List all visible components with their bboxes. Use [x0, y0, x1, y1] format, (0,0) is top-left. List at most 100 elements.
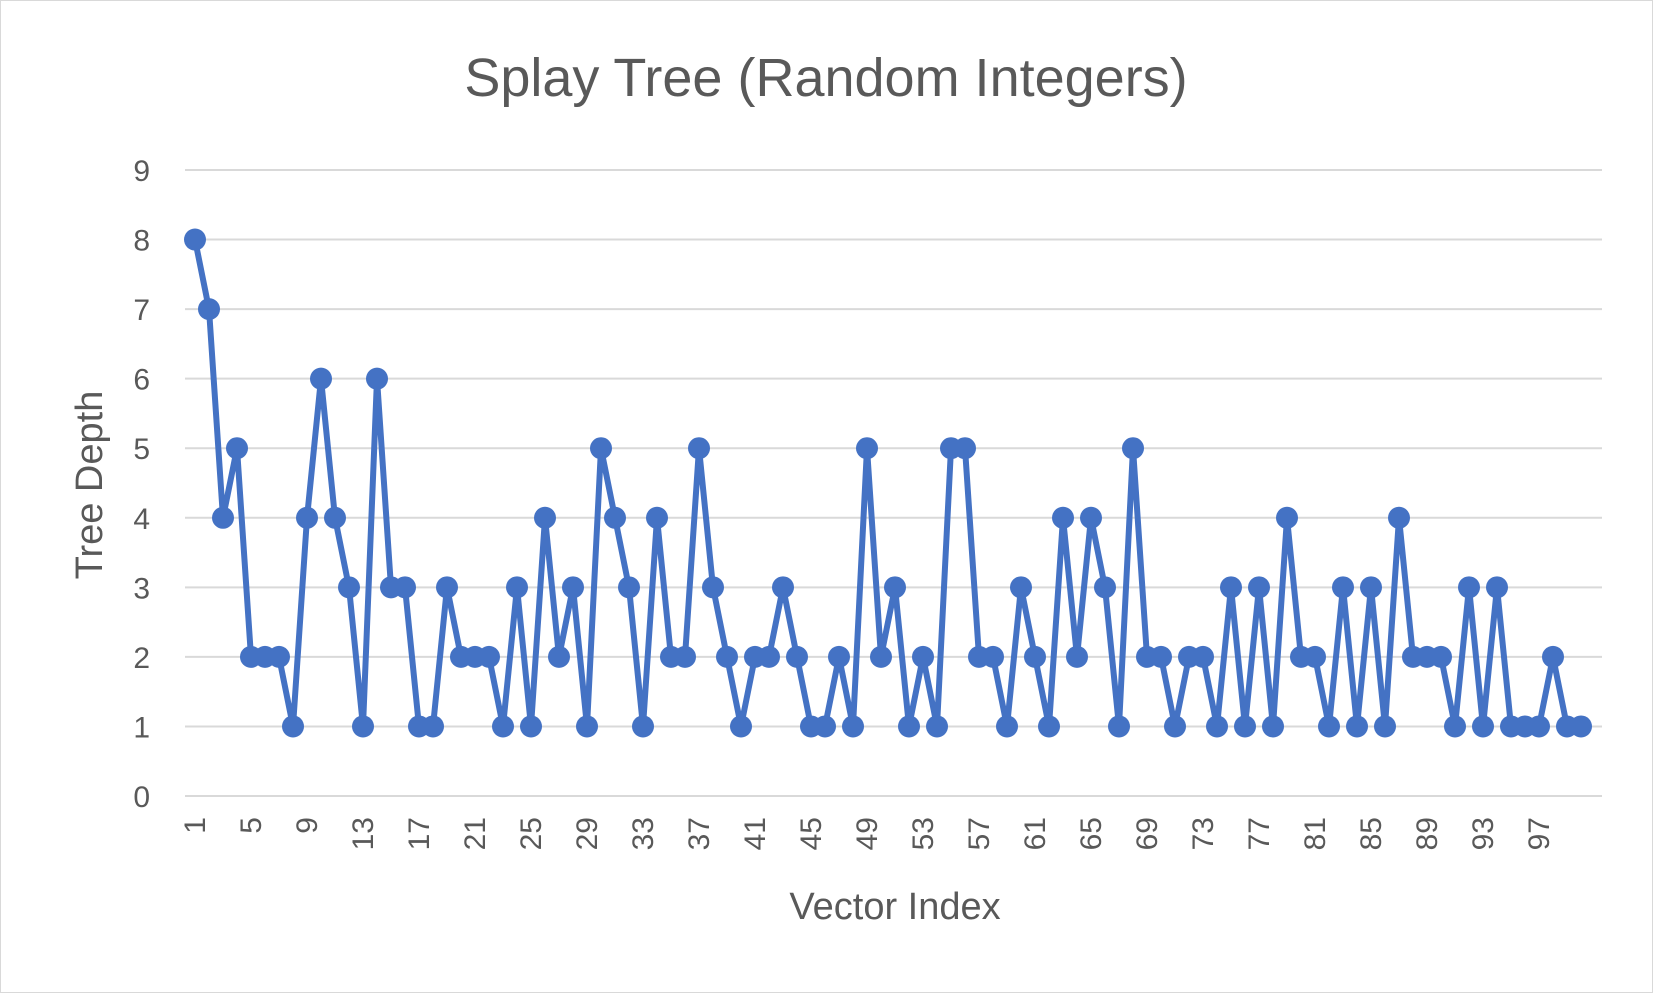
- data-point-67: [1108, 715, 1130, 738]
- data-point-53: [912, 645, 934, 668]
- data-point-37: [688, 437, 710, 460]
- x-tick-label: 69: [1131, 817, 1164, 850]
- data-point-62: [1038, 715, 1060, 738]
- x-tick-label: 81: [1299, 817, 1332, 850]
- data-point-84: [1346, 715, 1368, 738]
- data-point-24: [506, 576, 528, 599]
- x-tick-label: 65: [1075, 817, 1108, 850]
- data-point-27: [548, 645, 570, 668]
- data-point-51: [884, 576, 906, 599]
- data-point-71: [1164, 715, 1186, 738]
- data-point-7: [268, 645, 290, 668]
- x-tick-label: 5: [235, 817, 268, 834]
- data-point-49: [856, 437, 878, 460]
- data-point-22: [478, 645, 500, 668]
- data-point-50: [870, 645, 892, 668]
- data-point-10: [310, 367, 332, 390]
- x-tick-label: 21: [459, 817, 492, 850]
- data-point-40: [730, 715, 752, 738]
- x-tick-label: 89: [1411, 817, 1444, 850]
- data-point-16: [394, 576, 416, 599]
- x-tick-label: 9: [291, 817, 324, 834]
- chart-title: Splay Tree (Random Integers): [464, 48, 1187, 108]
- data-point-42: [758, 645, 780, 668]
- data-point-9: [296, 506, 318, 529]
- data-point-54: [926, 715, 948, 738]
- data-point-43: [772, 576, 794, 599]
- data-point-44: [786, 645, 808, 668]
- y-tick-label: 0: [133, 781, 150, 814]
- x-tick-label: 33: [627, 817, 660, 850]
- x-tick-label: 61: [1019, 817, 1052, 850]
- x-tick-label: 41: [739, 817, 772, 850]
- data-point-48: [842, 715, 864, 738]
- data-point-25: [520, 715, 542, 738]
- y-tick-label: 8: [133, 225, 150, 258]
- data-point-94: [1486, 576, 1508, 599]
- data-point-90: [1430, 645, 1452, 668]
- data-point-19: [436, 576, 458, 599]
- data-point-76: [1234, 715, 1256, 738]
- x-tick-label: 45: [795, 817, 828, 850]
- y-tick-label: 4: [133, 503, 150, 536]
- data-point-52: [898, 715, 920, 738]
- data-point-31: [604, 506, 626, 529]
- data-point-11: [324, 506, 346, 529]
- data-point-3: [212, 506, 234, 529]
- data-point-87: [1388, 506, 1410, 529]
- x-axis-title: Vector Index: [789, 886, 1000, 928]
- data-point-93: [1472, 715, 1494, 738]
- data-point-73: [1192, 645, 1214, 668]
- data-point-30: [590, 437, 612, 460]
- data-point-13: [352, 715, 374, 738]
- data-point-18: [422, 715, 444, 738]
- y-axis-ticks: 0 1 2 3 4 5 6 7 8 9: [133, 155, 150, 814]
- data-point-33: [632, 715, 654, 738]
- data-point-64: [1066, 645, 1088, 668]
- data-point-100: [1570, 715, 1592, 738]
- data-point-4: [226, 437, 248, 460]
- data-point-1: [184, 228, 206, 251]
- y-tick-label: 7: [133, 294, 150, 327]
- x-tick-label: 49: [851, 817, 884, 850]
- data-point-58: [982, 645, 1004, 668]
- x-axis-ticks: 1 5 9 13 17 21 25 29 33 37 41 45 49 53 57 61 65 69 73 77 81 8…: [179, 817, 1556, 850]
- data-point-12: [338, 576, 360, 599]
- x-tick-label: 13: [347, 817, 380, 850]
- data-point-56: [954, 437, 976, 460]
- x-tick-label: 29: [571, 817, 604, 850]
- data-point-91: [1444, 715, 1466, 738]
- x-tick-label: 1: [179, 817, 212, 834]
- x-tick-label: 17: [403, 817, 436, 850]
- series-tree-depth: [184, 228, 1592, 738]
- data-point-83: [1332, 576, 1354, 599]
- data-point-98: [1542, 645, 1564, 668]
- data-point-97: [1528, 715, 1550, 738]
- y-tick-label: 1: [133, 711, 150, 744]
- data-point-23: [492, 715, 514, 738]
- x-tick-label: 73: [1187, 817, 1220, 850]
- x-tick-label: 37: [683, 817, 716, 850]
- data-point-75: [1220, 576, 1242, 599]
- data-point-59: [996, 715, 1018, 738]
- data-point-32: [618, 576, 640, 599]
- y-tick-label: 3: [133, 572, 150, 605]
- data-point-65: [1080, 506, 1102, 529]
- data-point-78: [1262, 715, 1284, 738]
- data-point-61: [1024, 645, 1046, 668]
- data-point-63: [1052, 506, 1074, 529]
- y-tick-label: 5: [133, 433, 150, 466]
- data-point-38: [702, 576, 724, 599]
- data-point-60: [1010, 576, 1032, 599]
- data-point-85: [1360, 576, 1382, 599]
- data-point-92: [1458, 576, 1480, 599]
- data-point-74: [1206, 715, 1228, 738]
- x-tick-label: 57: [963, 817, 996, 850]
- y-tick-label: 9: [133, 155, 150, 188]
- data-point-29: [576, 715, 598, 738]
- data-point-2: [198, 298, 220, 321]
- x-tick-label: 25: [515, 817, 548, 850]
- data-point-79: [1276, 506, 1298, 529]
